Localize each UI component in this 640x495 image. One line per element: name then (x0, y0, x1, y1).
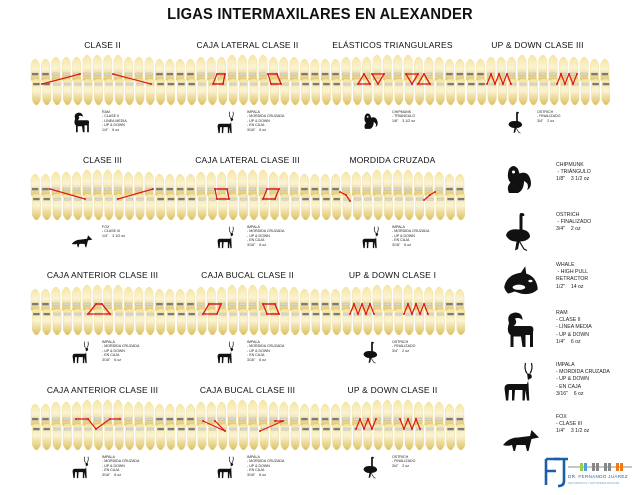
panel-title: CLASE III (82, 155, 123, 165)
panel-title: ELÁSTICOS TRIANGULARES (332, 40, 453, 50)
legend-text: CHIPMUNK - TRIÁNGULO 1/8" 3 1/2 oz (556, 162, 591, 183)
legend-text: FOX - CLASE III 1/4" 3 1/2 oz (556, 414, 590, 435)
panel-title: UP & DOWN CLASE II (347, 385, 438, 395)
diagram-panel-caja-bucal-clase-ii: CAJA BUCAL CLASE II IMPALA - MORDIDA CRUZ… (175, 270, 321, 382)
panel-title: CAJA ANTERIOR CLASE III (46, 385, 159, 395)
elastic-spec: IMPALA - MORDIDA CRUZADA - UP & DOWN - E… (102, 340, 140, 362)
dental-arch-diagram (30, 282, 176, 340)
elastic-spec: IMPALA - MORDIDA CRUZADA - UP & DOWN - E… (247, 340, 285, 362)
dental-arch-diagram (175, 397, 321, 455)
impala-icon (217, 456, 234, 479)
panel-title: CAJA LATERAL CLASE II (196, 40, 299, 50)
elastic-spec: OSTRICH - FINALIZADO 3/4" 2 oz (392, 340, 416, 353)
panel-title: CAJA ANTERIOR CLASE III (46, 270, 159, 280)
impala-icon (217, 226, 234, 249)
ostrich-icon (506, 213, 530, 252)
impala-icon (217, 341, 234, 364)
legend-text: WHALE - HIGH PULL RETRACTOR 1/2" 14 oz (556, 262, 589, 290)
dental-arch-diagram (320, 282, 466, 340)
dental-arch-diagram (320, 397, 466, 455)
impala-icon (72, 341, 89, 364)
panel-title: UP & DOWN CLASE I (348, 270, 437, 280)
ostrich-icon (508, 111, 523, 134)
panel-title: CAJA BUCAL CLASE III (199, 385, 296, 395)
dental-arch-diagram (175, 282, 321, 340)
panel-title: CAJA BUCAL CLASE II (201, 270, 294, 280)
dental-arch-diagram (30, 397, 176, 455)
logo-name: DR. FERNANDO JUÁREZ (568, 474, 628, 479)
diagram-panel-up-down-clase-i: UP & DOWN CLASE I OSTRICH - FINALIZADO 3/… (320, 270, 466, 382)
elastic-spec: OSTRICH - FINALIZADO 3/4" 2 oz (537, 110, 561, 123)
dental-arch-diagram (320, 167, 466, 225)
elastic-spec: RAM - CLASE II - LÍNEA MEDIA - UP & DOWN… (102, 110, 127, 132)
legend-text: IMPALA - MORDIDA CRUZADA - UP & DOWN - E… (556, 362, 610, 397)
ostrich-icon (363, 341, 378, 364)
logo-subtitle: ORTODONCIA Y ORTOPEDIA MAXILAR (568, 481, 620, 485)
diagram-panel-mordida-cruzada: MORDIDA CRUZADA IMPALA - MORDIDA CRUZADA … (320, 155, 466, 267)
elastic-spec: IMPALA - MORDIDA CRUZADA - UP & DOWN - E… (247, 110, 285, 132)
fox-icon (71, 235, 93, 248)
ram-icon (507, 312, 534, 347)
dental-arch-diagram (465, 52, 611, 110)
dental-arch-diagram (175, 52, 321, 110)
elastic-spec: IMPALA - MORDIDA CRUZADA - UP & DOWN - E… (102, 455, 140, 477)
diagram-panel-caja-bucal-clase-iii: CAJA BUCAL CLASE III IMPALA - MORDIDA CRU… (175, 385, 321, 495)
elastic-spec: IMPALA - MORDIDA CRUZADA - UP & DOWN - E… (247, 225, 285, 247)
fox-icon (503, 430, 539, 451)
elastic-spec: CHIPMUNK - TRIÁNGULO 1/8" 3 1/2 oz (392, 110, 416, 123)
diagram-panel-caja-anterior-clase-iii-b: CAJA ANTERIOR CLASE III IMPALA - MORDIDA … (30, 385, 176, 495)
legend-text: RAM - CLASE II - LÍNEA MEDIA - UP & DOWN… (556, 310, 592, 345)
panel-title: CLASE II (84, 40, 121, 50)
diagram-panel-clase-iii: CLASE III FOX - CLASE III 1/4" 3 1/2 oz (30, 155, 176, 267)
dental-arch-diagram (30, 167, 176, 225)
panel-title: MORDIDA CRUZADA (349, 155, 436, 165)
diagram-panel-caja-lateral-clase-iii: CAJA LATERAL CLASE III IMPALA - MORDIDA C… (175, 155, 321, 267)
elastic-spec: IMPALA - MORDIDA CRUZADA - UP & DOWN - E… (247, 455, 285, 477)
ostrich-icon (363, 456, 378, 479)
diagram-panel-elasticos-triangulares: ELÁSTICOS TRIANGULARES CHIPMUNK - TRIÁNGU… (320, 40, 466, 152)
diagram-panel-caja-lateral-clase-ii: CAJA LATERAL CLASE II IMPALA - MORDIDA CR… (175, 40, 321, 152)
legend-text: OSTRICH - FINALIZADO 3/4" 2 oz (556, 212, 592, 233)
panel-title: UP & DOWN CLASE III (491, 40, 584, 50)
panel-title: CAJA LATERAL CLASE III (195, 155, 300, 165)
diagram-panel-up-down-clase-iii: UP & DOWN CLASE III OSTRICH - FINALIZADO … (465, 40, 611, 152)
diagram-panel-up-down-clase-ii: UP & DOWN CLASE II OSTRICH - FINALIZADO 3… (320, 385, 466, 495)
dental-arch-diagram (320, 52, 466, 110)
elastic-spec: IMPALA - MORDIDA CRUZADA - UP & DOWN - E… (392, 225, 430, 247)
logo-icon (544, 457, 632, 488)
impala-icon (504, 362, 533, 401)
diagram-panel-caja-anterior-clase-iii-a: CAJA ANTERIOR CLASE III IMPALA - MORDIDA … (30, 270, 176, 382)
dental-arch-diagram (30, 52, 176, 110)
diagram-panel-clase-ii: CLASE II RAM - CLASE II - LÍNEA MEDIA - U… (30, 40, 176, 152)
impala-icon (217, 111, 234, 134)
elastic-spec: FOX - CLASE III 1/4" 3 1/2 oz (102, 225, 126, 238)
dental-arch-diagram (175, 167, 321, 225)
impala-icon (72, 456, 89, 479)
chipmunk-icon (364, 113, 378, 129)
ram-icon (74, 112, 90, 133)
elastic-spec: OSTRICH - FINALIZADO 3/4" 2 oz (392, 455, 416, 468)
whale-icon (504, 266, 538, 295)
impala-icon (362, 226, 379, 249)
chipmunk-icon (507, 166, 531, 193)
page-title: LIGAS INTERMAXILARES EN ALEXANDER (167, 6, 473, 23)
